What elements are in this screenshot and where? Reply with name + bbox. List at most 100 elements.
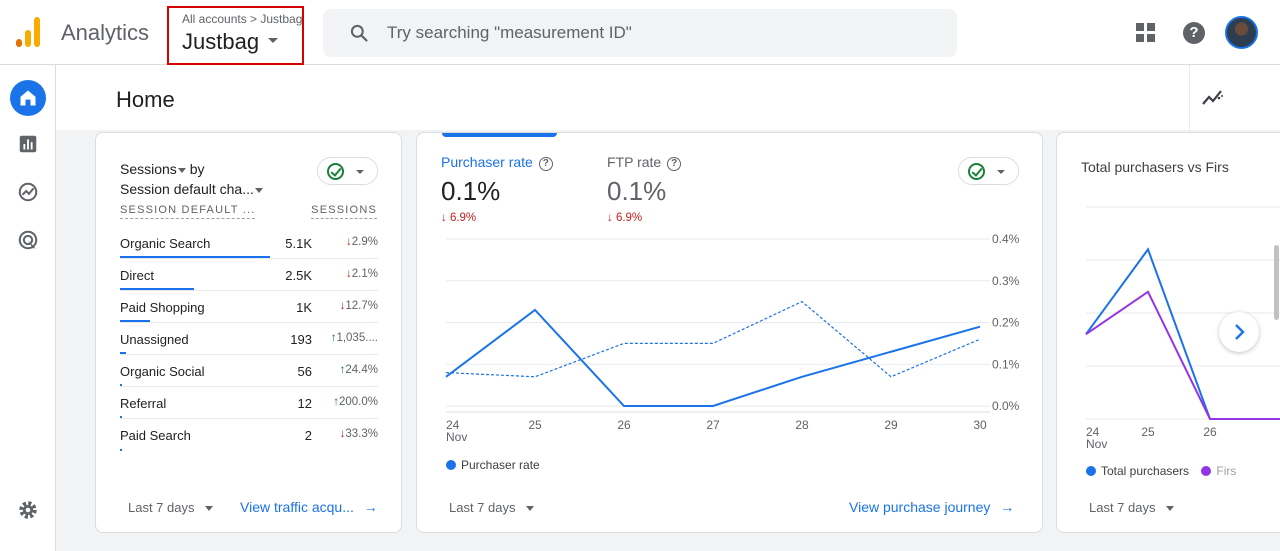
date-range-picker[interactable]: Last 7 days [128, 500, 213, 515]
arrow-right-icon: → [363, 499, 378, 515]
help-icon[interactable]: ? [538, 157, 553, 171]
table-row[interactable]: Unassigned 193 ↑1,035.... [120, 323, 378, 355]
session-count: 2 [304, 428, 312, 443]
y-tick-label: 0.0% [992, 399, 1020, 413]
x-tick-label: 24 [1086, 425, 1100, 439]
table-row[interactable]: Organic Search 5.1K ↓2.9% [120, 227, 378, 259]
y-tick-label: 0.1% [992, 357, 1020, 371]
share-bar [120, 449, 122, 451]
avatar[interactable] [1225, 16, 1258, 49]
arrow-right-icon: → [1000, 499, 1015, 515]
account-picker[interactable]: Justbag [182, 29, 260, 54]
legend-label: Purchaser rate [461, 458, 540, 472]
table-row[interactable]: Referral 12 ↑200.0% [120, 387, 378, 419]
data-quality-button[interactable] [958, 157, 1019, 185]
trend-arrow-icon: ↑ [333, 396, 339, 408]
view-purchase-journey-link[interactable]: View purchase journey → [849, 499, 1015, 515]
session-change: ↓2.9% [346, 236, 378, 248]
help-icon[interactable]: ? [667, 157, 682, 171]
table-row[interactable]: Direct 2.5K ↓2.1% [120, 259, 378, 291]
sessions-by-channel-card: Sessions by Session default cha... SESSI… [95, 132, 402, 533]
metric-tab-purchaser-rate[interactable]: Purchaser rate? [441, 154, 553, 171]
check-circle-icon [968, 163, 985, 180]
legend-label: Total purchasers [1101, 464, 1190, 478]
series-line [445, 308, 981, 407]
legend-swatch [446, 460, 456, 470]
session-count: 1K [296, 300, 312, 315]
column-header-sessions[interactable]: SESSIONS [311, 204, 377, 219]
reports-icon[interactable] [10, 126, 46, 162]
check-circle-icon [327, 163, 344, 180]
y-tick-label: 0.2% [992, 316, 1020, 330]
column-header-dimension[interactable]: SESSION DEFAULT ... [120, 204, 256, 219]
help-icon[interactable]: ? [1183, 22, 1205, 44]
account-breadcrumb[interactable]: All accounts > Justbag [182, 12, 303, 26]
session-count: 56 [297, 364, 312, 379]
metric-picker[interactable]: Sessions [120, 161, 186, 177]
channel-name: Organic Search [120, 236, 211, 251]
purchaser-rate-value: 0.1% [441, 176, 501, 206]
account-picker-highlight[interactable] [167, 6, 304, 65]
analytics-logo-icon[interactable] [16, 17, 42, 47]
session-count: 5.1K [285, 236, 312, 251]
dimension-picker[interactable]: Session default cha... [120, 181, 263, 197]
apps-icon[interactable] [1136, 23, 1156, 43]
data-quality-button[interactable] [317, 157, 378, 185]
x-tick-label: Nov [446, 430, 467, 444]
trend-arrow-icon: ↓ [339, 300, 346, 312]
share-bar [120, 384, 122, 386]
x-tick-label: 25 [1141, 425, 1155, 439]
table-row[interactable]: Paid Search 2 ↓33.3% [120, 419, 378, 451]
chevron-down-icon [1165, 506, 1174, 512]
chevron-down-icon [204, 506, 213, 512]
date-range-picker[interactable]: Last 7 days [449, 500, 534, 515]
chart-legend: Total purchasers Firs [1086, 464, 1236, 478]
metric-tab-ftp-rate[interactable]: FTP rate? [607, 154, 682, 171]
session-change: ↑24.4% [339, 364, 378, 376]
x-tick-label: 28 [795, 418, 809, 432]
ftp-rate-value: 0.1% [607, 176, 667, 206]
search-bar[interactable]: Try searching "measurement ID" [323, 9, 957, 57]
session-change: ↑1,035.... [330, 332, 378, 344]
session-count: 193 [290, 332, 312, 347]
explore-icon[interactable] [10, 174, 46, 210]
search-input[interactable]: Try searching "measurement ID" [387, 23, 632, 42]
session-change: ↓12.7% [339, 300, 378, 312]
chevron-down-icon[interactable] [254, 187, 263, 193]
settings-icon[interactable] [10, 492, 46, 528]
table-row[interactable]: Organic Social 56 ↑24.4% [120, 355, 378, 387]
chevron-down-icon[interactable] [268, 38, 278, 43]
session-count: 2.5K [285, 268, 312, 283]
search-icon [350, 24, 368, 42]
share-bar [120, 352, 126, 354]
table-row[interactable]: Paid Shopping 1K ↓12.7% [120, 291, 378, 323]
card-title: Sessions by Session default cha... [120, 159, 263, 199]
x-tick-label: Nov [1086, 437, 1107, 451]
x-tick-label: 26 [617, 418, 631, 432]
share-bar [120, 320, 150, 322]
trend-arrow-icon: ↓ [346, 236, 352, 248]
trend-arrow-icon: ↓ [339, 428, 346, 440]
purchaser-rate-card: Purchaser rate? 0.1% ↓ 6.9% FTP rate? 0.… [416, 132, 1043, 533]
chevron-down-icon[interactable] [177, 167, 186, 173]
chevron-down-icon [525, 506, 534, 512]
ftp-rate-change: ↓ 6.9% [607, 212, 643, 224]
chart-legend: Purchaser rate [446, 458, 540, 472]
x-tick-label: 25 [528, 418, 542, 432]
date-range-picker[interactable]: Last 7 days [1089, 500, 1174, 515]
home-icon[interactable] [10, 80, 46, 116]
x-tick-label: 24 [446, 418, 460, 432]
sessions-table: Organic Search 5.1K ↓2.9% Direct 2.5K ↓2.1% Pa… [120, 227, 378, 451]
view-traffic-acquisition-link[interactable]: View traffic acqu... → [240, 499, 378, 515]
advertising-icon[interactable] [10, 222, 46, 258]
next-card-button[interactable] [1219, 312, 1259, 352]
insights-icon[interactable] [1201, 87, 1225, 107]
divider [1189, 65, 1190, 130]
channel-name: Unassigned [120, 332, 189, 347]
share-bar [120, 416, 122, 418]
scrollbar[interactable] [1274, 245, 1279, 320]
chevron-right-icon [1235, 324, 1245, 340]
x-tick-label: 27 [706, 418, 720, 432]
